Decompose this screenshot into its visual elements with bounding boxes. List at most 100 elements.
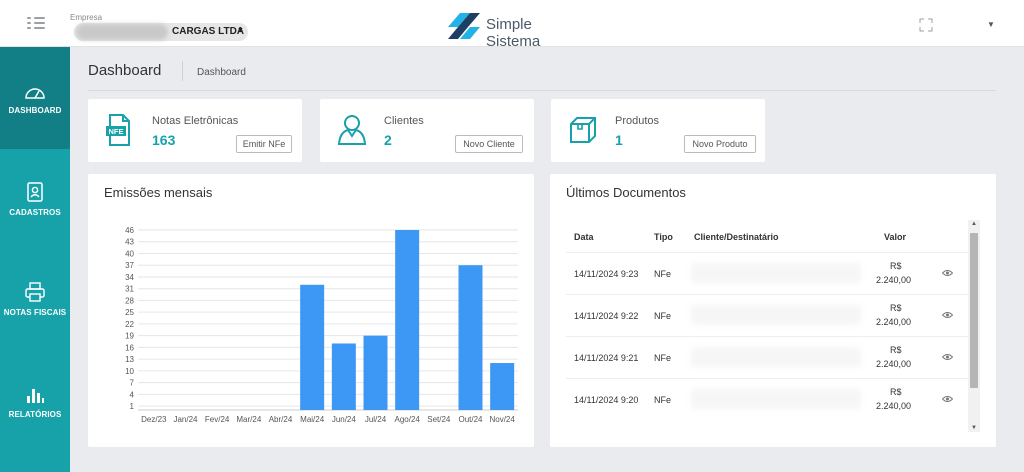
doc-amount: 2.240,00 xyxy=(876,317,912,327)
x-tick-label: Jan/24 xyxy=(173,415,198,424)
company-select[interactable]: CARGAS LTDA ▼ xyxy=(74,23,248,41)
column-header-type: Tipo xyxy=(654,232,673,242)
scroll-down-icon[interactable]: ▼ xyxy=(971,425,977,431)
menu-toggle-icon[interactable] xyxy=(27,15,47,31)
sidebar-item-cadastros[interactable]: CADASTROS xyxy=(0,149,70,251)
y-tick-label: 34 xyxy=(125,273,134,282)
documents-card: Últimos Documentos Data Tipo Cliente/Des… xyxy=(550,174,996,447)
doc-type: NFe xyxy=(654,269,672,279)
fullscreen-icon[interactable] xyxy=(919,18,933,32)
client-redacted xyxy=(691,305,861,325)
page-title: Dashboard xyxy=(88,62,162,79)
documents-scrollbar[interactable]: ▲ ▼ xyxy=(968,220,980,432)
stat-title: Clientes xyxy=(384,115,424,127)
novo-cliente-button[interactable]: Novo Cliente xyxy=(455,135,523,153)
table-row[interactable]: 14/11/2024 9:20 NFe R$ 2.240,00 xyxy=(566,378,968,420)
view-eye-icon[interactable] xyxy=(942,269,953,277)
company-name: CARGAS LTDA xyxy=(172,26,245,37)
sidebar-item-label: NOTAS FISCAIS xyxy=(3,308,67,317)
company-name-redacted xyxy=(76,24,168,40)
logo-text: Simple Sistema xyxy=(486,16,541,50)
user-menu-caret-icon[interactable]: ▼ xyxy=(987,20,995,29)
table-row[interactable]: 14/11/2024 9:22 NFe R$ 2.240,00 xyxy=(566,294,968,336)
stat-card-clientes: Clientes 2 Novo Cliente xyxy=(320,99,534,162)
doc-date: 14/11/2024 9:22 xyxy=(574,311,639,321)
bar xyxy=(458,265,483,410)
sidebar-item-label: CADASTROS xyxy=(9,208,61,217)
y-tick-label: 7 xyxy=(130,379,135,388)
client-redacted xyxy=(691,263,861,283)
doc-date: 14/11/2024 9:21 xyxy=(574,353,639,363)
id-card-icon xyxy=(27,182,43,202)
doc-type: NFe xyxy=(654,311,672,321)
view-eye-icon[interactable] xyxy=(942,395,953,403)
y-tick-label: 16 xyxy=(125,343,134,352)
x-tick-label: Fev/24 xyxy=(205,415,230,424)
sidebar-item-relatorios[interactable]: RELATÓRIOS xyxy=(0,353,70,455)
bar xyxy=(363,335,388,410)
y-tick-label: 25 xyxy=(125,308,134,317)
stat-card-produtos: Produtos 1 Novo Produto xyxy=(551,99,765,162)
svg-text:NFE: NFE xyxy=(109,127,124,136)
emitir-nfe-button[interactable]: Emitir NFe xyxy=(236,135,292,153)
x-tick-label: Jun/24 xyxy=(332,415,357,424)
printer-icon xyxy=(25,282,45,302)
y-tick-label: 4 xyxy=(130,390,135,399)
view-eye-icon[interactable] xyxy=(942,353,953,361)
sidebar-item-dashboard[interactable]: DASHBOARD xyxy=(0,47,70,149)
header-divider xyxy=(88,90,996,91)
column-header-client: Cliente/Destinatário xyxy=(694,232,779,242)
title-divider xyxy=(182,61,183,81)
y-tick-label: 22 xyxy=(125,320,134,329)
doc-currency: R$ xyxy=(890,387,902,397)
x-tick-label: Mar/24 xyxy=(236,415,261,424)
stat-title: Notas Eletrônicas xyxy=(152,115,239,127)
sidebar: DASHBOARD CADASTROS NOTAS FISCAIS RELATÓ… xyxy=(0,47,70,472)
logo-mark-icon xyxy=(448,13,480,39)
doc-currency: R$ xyxy=(890,303,902,313)
breadcrumb: Dashboard xyxy=(197,67,246,78)
y-tick-label: 31 xyxy=(125,285,134,294)
stat-value: 2 xyxy=(384,132,392,148)
box-icon xyxy=(570,117,596,143)
view-eye-icon[interactable] xyxy=(942,311,953,319)
bar xyxy=(490,363,515,410)
y-tick-label: 37 xyxy=(125,261,134,270)
app-logo: Simple Sistema xyxy=(446,7,586,50)
y-tick-label: 1 xyxy=(130,402,135,411)
bar xyxy=(395,230,420,410)
chart-card: Emissões mensais 1 4 7 10 13 16 19 22 25 28 31 34 37… xyxy=(88,174,534,447)
scrollbar-thumb[interactable] xyxy=(970,233,978,388)
column-header-date: Data xyxy=(574,232,594,242)
y-tick-label: 19 xyxy=(125,332,134,341)
novo-produto-button[interactable]: Novo Produto xyxy=(684,135,756,153)
y-tick-label: 40 xyxy=(125,249,134,258)
sidebar-item-label: DASHBOARD xyxy=(8,106,62,115)
doc-amount: 2.240,00 xyxy=(876,401,912,411)
user-icon xyxy=(337,115,367,145)
x-tick-label: Out/24 xyxy=(458,415,483,424)
company-label: Empresa xyxy=(70,13,103,22)
table-row[interactable]: 14/11/2024 9:21 NFe R$ 2.240,00 xyxy=(566,336,968,378)
bar xyxy=(331,343,356,410)
top-bar: Empresa CARGAS LTDA ▼ Simple Sistema ▼ xyxy=(0,0,1024,50)
sidebar-item-notas-fiscais[interactable]: NOTAS FISCAIS xyxy=(0,251,70,353)
y-tick-label: 43 xyxy=(125,238,134,247)
documents-title: Últimos Documentos xyxy=(566,185,686,200)
chart-title: Emissões mensais xyxy=(104,185,213,200)
x-tick-label: Set/24 xyxy=(427,415,451,424)
client-redacted xyxy=(691,347,861,367)
doc-currency: R$ xyxy=(890,261,902,271)
x-tick-label: Ago/24 xyxy=(394,415,420,424)
doc-type: NFe xyxy=(654,353,672,363)
bar-chart-icon xyxy=(27,389,44,403)
stat-title: Produtos xyxy=(615,115,660,127)
scroll-up-icon[interactable]: ▲ xyxy=(971,221,977,227)
doc-amount: 2.240,00 xyxy=(876,275,912,285)
client-redacted xyxy=(691,389,861,409)
table-row[interactable]: 14/11/2024 9:23 NFe R$ 2.240,00 xyxy=(566,252,968,294)
speedometer-icon xyxy=(25,88,45,99)
doc-currency: R$ xyxy=(890,345,902,355)
doc-date: 14/11/2024 9:23 xyxy=(574,269,639,279)
y-tick-label: 13 xyxy=(125,355,134,364)
